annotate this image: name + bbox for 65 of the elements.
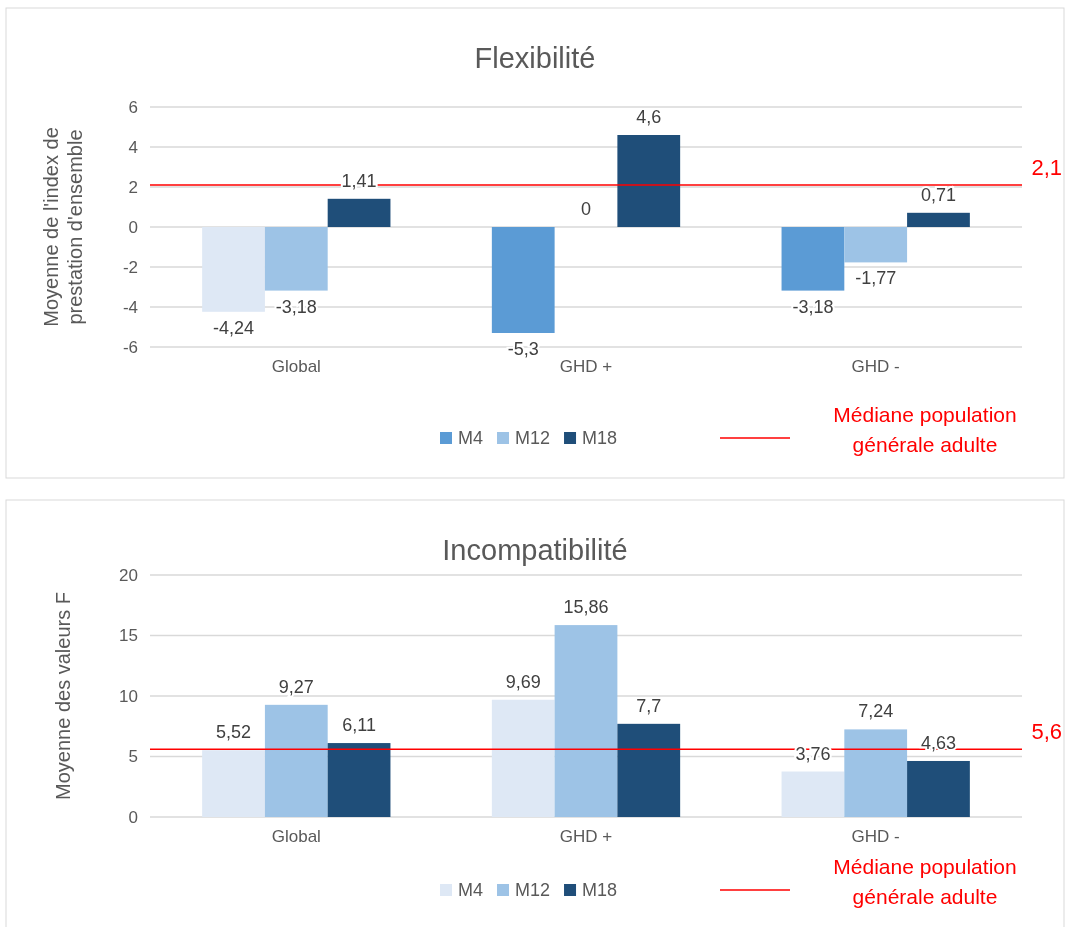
y-tick-label: 5 <box>128 747 138 767</box>
ref-line-label: 2,1 <box>1031 155 1062 180</box>
y-tick-label: 6 <box>128 97 138 117</box>
data-label: 0 <box>580 199 592 219</box>
data-label: 7,24 <box>858 701 894 722</box>
bar <box>264 704 328 817</box>
data-label: -3,18 <box>275 296 317 317</box>
bar <box>617 135 681 227</box>
legend-label: M12 <box>515 428 551 448</box>
data-label: 9,27 <box>278 676 314 697</box>
bar <box>907 760 970 817</box>
data-label: 0,71 <box>920 184 956 205</box>
data-label: 15,86 <box>563 597 609 618</box>
bar <box>327 743 391 817</box>
data-label: -4,24 <box>213 317 255 338</box>
legend-label: M18 <box>582 428 618 448</box>
legend-label: M4 <box>458 428 484 448</box>
y-axis-title: Moyenne de l'index de prestation d'ensemble <box>40 127 86 327</box>
bar <box>844 729 908 817</box>
y-tick-label: -6 <box>122 337 138 357</box>
data-label: 6,11 <box>342 715 376 736</box>
bar <box>844 227 908 263</box>
chart-title: Incompatibilité <box>442 534 628 566</box>
bar <box>617 723 681 817</box>
data-label: -5,3 <box>507 339 539 359</box>
y-tick-label: -2 <box>122 257 138 277</box>
y-tick-label: -4 <box>122 297 138 317</box>
legend-label: M18 <box>582 880 618 900</box>
bar <box>327 198 391 227</box>
text: Médiane population générale adulte <box>833 403 1017 456</box>
data-label: 4,63 <box>920 732 956 753</box>
x-tick-label: GHD + <box>559 357 613 376</box>
legend-label: M4 <box>458 880 484 900</box>
bar <box>781 227 845 291</box>
data-label: 5,52 <box>216 722 252 743</box>
data-label: -1,77 <box>855 268 897 289</box>
x-tick-label: GHD - <box>851 827 900 846</box>
x-tick-label: GHD - <box>851 357 900 376</box>
data-label: 4,6 <box>636 107 662 127</box>
bar <box>491 699 555 817</box>
y-tick-label: 0 <box>128 807 138 827</box>
text: Médiane population générale adulte <box>833 855 1017 908</box>
y-axis-title: Moyenne des valeurs F <box>52 592 74 800</box>
y-tick-label: 10 <box>119 686 138 706</box>
x-tick-label: Global <box>271 827 321 846</box>
chart-title: Flexibilité <box>474 42 596 74</box>
bar <box>202 227 265 312</box>
bar <box>491 227 555 333</box>
bar <box>264 227 328 291</box>
bar <box>907 212 970 227</box>
data-label: 9,69 <box>505 671 541 692</box>
x-tick-label: Global <box>271 357 321 376</box>
ref-line-label: 5,6 <box>1031 719 1062 745</box>
y-tick-label: 0 <box>128 217 138 237</box>
legend-label: M12 <box>515 880 551 900</box>
y-tick-label: 2 <box>128 177 138 197</box>
data-label: 7,7 <box>636 695 662 716</box>
x-tick-label: GHD + <box>559 827 613 846</box>
bar <box>554 625 618 817</box>
y-tick-label: 4 <box>128 137 138 157</box>
data-label: -3,18 <box>792 296 834 317</box>
bar <box>781 771 845 817</box>
y-tick-label: 15 <box>119 626 138 646</box>
bar <box>202 750 265 817</box>
y-tick-label: 20 <box>119 565 138 585</box>
